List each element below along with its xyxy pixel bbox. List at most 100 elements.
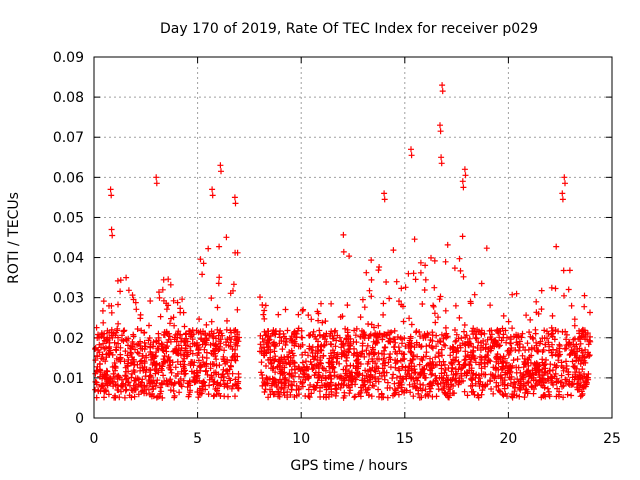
data-point: [565, 369, 572, 376]
data-point: [555, 357, 562, 364]
data-point: [394, 334, 401, 340]
data-point: [125, 287, 132, 294]
data-point: [548, 349, 555, 356]
data-point: [522, 386, 529, 393]
data-point: [163, 348, 170, 355]
data-point: [479, 381, 486, 388]
data-point: [358, 387, 365, 394]
data-point: [107, 375, 114, 382]
data-point: [264, 328, 271, 335]
data-point: [192, 378, 199, 385]
data-point: [408, 375, 415, 382]
data-point: [203, 339, 210, 346]
data-point: [480, 371, 487, 378]
data-point: [302, 393, 309, 399]
data-point: [575, 336, 582, 342]
data-point: [208, 318, 215, 325]
data-point: [427, 337, 434, 343]
data-point: [431, 284, 438, 291]
data-point: [216, 362, 223, 369]
data-point: [271, 357, 278, 364]
data-point: [584, 330, 591, 337]
data-point: [144, 382, 150, 389]
data-point: [210, 393, 217, 400]
data-point: [392, 339, 399, 346]
data-point: [130, 331, 137, 338]
data-point: [349, 381, 356, 388]
data-point: [393, 278, 400, 285]
data-point: [462, 172, 469, 179]
data-point: [434, 380, 441, 387]
data-point: [170, 388, 177, 394]
data-point: [399, 363, 406, 370]
data-point: [209, 186, 216, 193]
data-point: [444, 241, 451, 248]
data-point: [483, 245, 490, 252]
data-point: [166, 357, 173, 364]
data-point: [450, 371, 457, 378]
data-point: [369, 382, 376, 389]
data-point: [149, 351, 156, 358]
data-point: [480, 338, 487, 344]
x-tick-label: 20: [499, 431, 517, 447]
data-point: [442, 324, 449, 331]
data-point: [100, 382, 107, 389]
data-point: [160, 276, 167, 283]
data-point: [217, 327, 224, 334]
data-point: [443, 379, 450, 386]
data-point: [95, 347, 102, 354]
data-point: [208, 374, 215, 381]
data-point: [512, 347, 519, 353]
data-point: [131, 387, 138, 393]
data-point: [195, 347, 202, 354]
data-point: [191, 370, 198, 377]
data-point: [437, 293, 444, 300]
data-point: [167, 320, 173, 327]
data-point: [328, 300, 335, 307]
data-point: [397, 334, 404, 341]
data-point: [314, 308, 321, 315]
data-point: [324, 381, 331, 388]
data-point: [186, 328, 193, 335]
data-point: [150, 386, 157, 393]
chart-title: Day 170 of 2019, Rate Of TEC Index for r…: [160, 21, 538, 37]
data-point: [574, 386, 581, 393]
data-point: [418, 394, 425, 401]
data-point: [475, 372, 482, 379]
data-point: [460, 184, 467, 191]
data-point: [289, 337, 296, 344]
data-point: [210, 348, 217, 355]
data-point: [291, 394, 298, 400]
data-point: [117, 344, 124, 351]
data-point: [183, 342, 190, 349]
data-point: [405, 270, 412, 277]
data-point: [554, 385, 561, 392]
data-point: [479, 387, 486, 394]
data-point: [569, 358, 576, 365]
data-point: [553, 379, 560, 386]
data-point: [327, 350, 334, 357]
data-point: [348, 369, 355, 376]
data-point: [182, 338, 189, 345]
data-point: [472, 334, 479, 341]
data-point: [380, 311, 387, 318]
data-point: [102, 358, 109, 365]
data-point: [568, 302, 575, 309]
data-point: [161, 353, 168, 359]
data-point: [579, 366, 586, 373]
data-point: [452, 377, 459, 384]
data-point: [157, 313, 164, 320]
data-point: [200, 380, 206, 387]
data-point: [367, 367, 374, 374]
data-point: [565, 286, 572, 293]
data-point: [461, 322, 468, 328]
data-point: [306, 332, 313, 339]
data-point: [234, 306, 241, 313]
data-point: [553, 393, 560, 400]
data-point: [282, 356, 288, 363]
data-point: [111, 339, 118, 346]
data-point: [216, 274, 223, 281]
data-point: [260, 311, 267, 318]
x-tick-label: 15: [396, 431, 414, 447]
data-point: [406, 315, 413, 322]
